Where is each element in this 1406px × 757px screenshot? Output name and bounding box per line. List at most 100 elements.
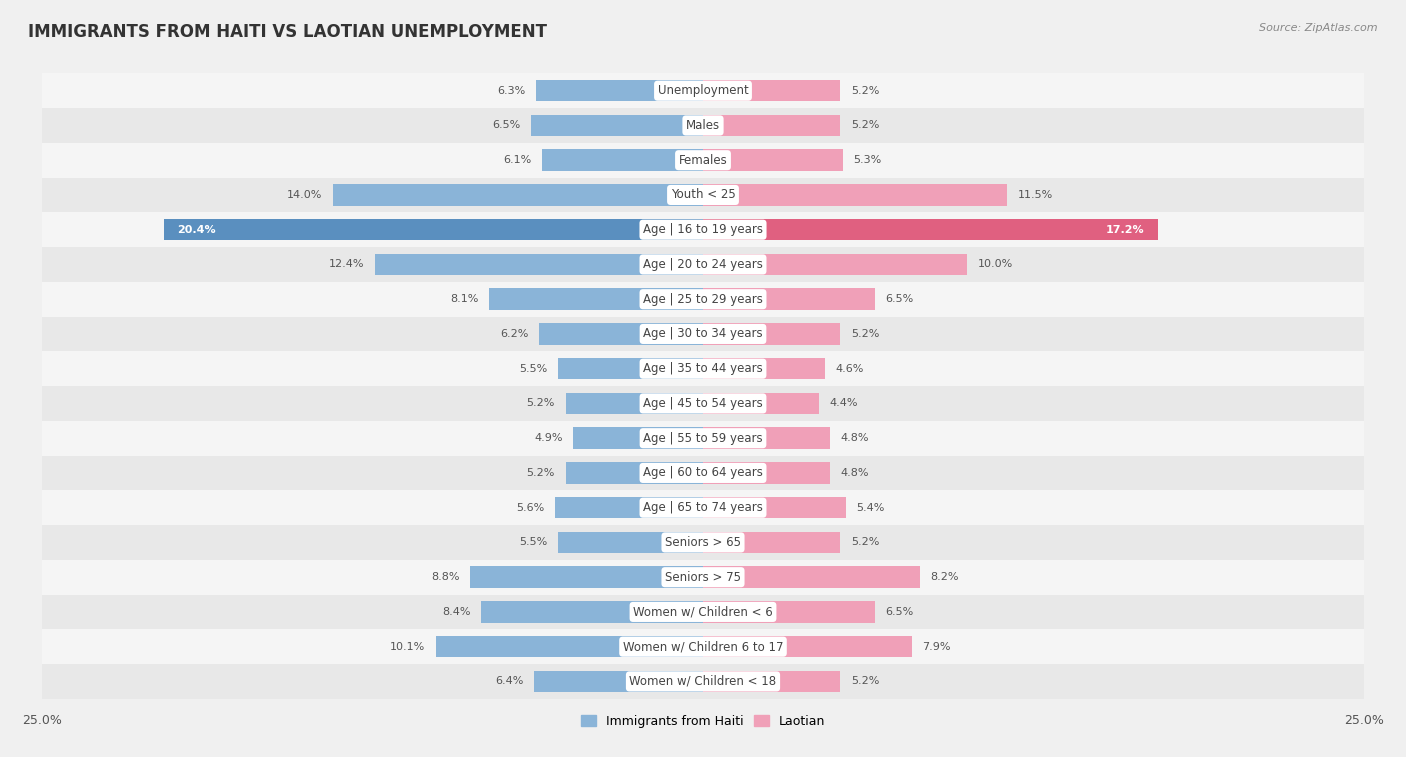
- Bar: [574, 428, 703, 449]
- Bar: [42, 108, 1364, 143]
- Text: 10.1%: 10.1%: [391, 642, 426, 652]
- Bar: [538, 323, 703, 344]
- Text: 14.0%: 14.0%: [287, 190, 322, 200]
- Text: 6.4%: 6.4%: [495, 677, 523, 687]
- Text: Age | 25 to 29 years: Age | 25 to 29 years: [643, 293, 763, 306]
- Bar: [375, 254, 703, 276]
- Text: 4.4%: 4.4%: [830, 398, 859, 409]
- Text: Age | 55 to 59 years: Age | 55 to 59 years: [643, 431, 763, 444]
- Bar: [703, 184, 1007, 206]
- Text: 5.2%: 5.2%: [851, 537, 879, 547]
- Text: Age | 20 to 24 years: Age | 20 to 24 years: [643, 258, 763, 271]
- Bar: [42, 143, 1364, 178]
- Bar: [42, 629, 1364, 664]
- Text: 5.2%: 5.2%: [851, 86, 879, 95]
- Bar: [541, 149, 703, 171]
- Text: Unemployment: Unemployment: [658, 84, 748, 97]
- Bar: [703, 393, 820, 414]
- Bar: [42, 316, 1364, 351]
- Text: Age | 60 to 64 years: Age | 60 to 64 years: [643, 466, 763, 479]
- Bar: [703, 566, 920, 588]
- Text: 7.9%: 7.9%: [922, 642, 950, 652]
- Bar: [42, 560, 1364, 594]
- Text: Women w/ Children 6 to 17: Women w/ Children 6 to 17: [623, 640, 783, 653]
- Bar: [489, 288, 703, 310]
- Bar: [703, 288, 875, 310]
- Text: Males: Males: [686, 119, 720, 132]
- Text: 4.8%: 4.8%: [841, 433, 869, 443]
- Bar: [703, 115, 841, 136]
- Text: 6.3%: 6.3%: [498, 86, 526, 95]
- Bar: [163, 219, 703, 241]
- Bar: [703, 149, 844, 171]
- Bar: [42, 594, 1364, 629]
- Text: Females: Females: [679, 154, 727, 167]
- Bar: [703, 219, 1157, 241]
- Text: 5.5%: 5.5%: [519, 537, 547, 547]
- Text: Source: ZipAtlas.com: Source: ZipAtlas.com: [1260, 23, 1378, 33]
- Text: 5.2%: 5.2%: [527, 398, 555, 409]
- Bar: [703, 601, 875, 623]
- Text: 4.9%: 4.9%: [534, 433, 562, 443]
- Bar: [703, 497, 846, 519]
- Text: 17.2%: 17.2%: [1105, 225, 1144, 235]
- Bar: [42, 525, 1364, 560]
- Bar: [537, 80, 703, 101]
- Text: 5.5%: 5.5%: [519, 363, 547, 374]
- Text: 6.5%: 6.5%: [492, 120, 520, 130]
- Text: Age | 35 to 44 years: Age | 35 to 44 years: [643, 362, 763, 375]
- Bar: [42, 178, 1364, 212]
- Bar: [703, 428, 830, 449]
- Text: 8.4%: 8.4%: [441, 607, 471, 617]
- Text: 5.2%: 5.2%: [851, 329, 879, 339]
- Bar: [703, 636, 912, 657]
- Bar: [703, 323, 841, 344]
- Bar: [703, 463, 830, 484]
- Text: 12.4%: 12.4%: [329, 260, 364, 269]
- Text: 5.2%: 5.2%: [527, 468, 555, 478]
- Text: 4.6%: 4.6%: [835, 363, 863, 374]
- Text: Youth < 25: Youth < 25: [671, 188, 735, 201]
- Bar: [703, 254, 967, 276]
- Text: 8.2%: 8.2%: [931, 572, 959, 582]
- Text: 6.2%: 6.2%: [501, 329, 529, 339]
- Bar: [42, 282, 1364, 316]
- Legend: Immigrants from Haiti, Laotian: Immigrants from Haiti, Laotian: [576, 710, 830, 733]
- Bar: [42, 247, 1364, 282]
- Bar: [558, 358, 703, 379]
- Text: IMMIGRANTS FROM HAITI VS LAOTIAN UNEMPLOYMENT: IMMIGRANTS FROM HAITI VS LAOTIAN UNEMPLO…: [28, 23, 547, 41]
- Bar: [42, 73, 1364, 108]
- Bar: [703, 531, 841, 553]
- Bar: [703, 80, 841, 101]
- Bar: [471, 566, 703, 588]
- Bar: [333, 184, 703, 206]
- Bar: [555, 497, 703, 519]
- Text: 5.6%: 5.6%: [516, 503, 544, 512]
- Text: 8.8%: 8.8%: [432, 572, 460, 582]
- Bar: [42, 664, 1364, 699]
- Bar: [42, 421, 1364, 456]
- Bar: [42, 351, 1364, 386]
- Bar: [481, 601, 703, 623]
- Text: 6.5%: 6.5%: [886, 294, 914, 304]
- Bar: [534, 671, 703, 692]
- Text: Age | 65 to 74 years: Age | 65 to 74 years: [643, 501, 763, 514]
- Text: 4.8%: 4.8%: [841, 468, 869, 478]
- Text: Age | 30 to 34 years: Age | 30 to 34 years: [643, 328, 763, 341]
- Text: Women w/ Children < 18: Women w/ Children < 18: [630, 675, 776, 688]
- Bar: [436, 636, 703, 657]
- Bar: [703, 358, 824, 379]
- Bar: [703, 671, 841, 692]
- Bar: [42, 386, 1364, 421]
- Text: 5.4%: 5.4%: [856, 503, 884, 512]
- Text: 8.1%: 8.1%: [450, 294, 478, 304]
- Bar: [42, 491, 1364, 525]
- Text: Seniors > 75: Seniors > 75: [665, 571, 741, 584]
- Bar: [531, 115, 703, 136]
- Text: 5.2%: 5.2%: [851, 677, 879, 687]
- Text: 6.5%: 6.5%: [886, 607, 914, 617]
- Bar: [565, 463, 703, 484]
- Text: Women w/ Children < 6: Women w/ Children < 6: [633, 606, 773, 618]
- Text: 11.5%: 11.5%: [1018, 190, 1053, 200]
- Text: 10.0%: 10.0%: [979, 260, 1014, 269]
